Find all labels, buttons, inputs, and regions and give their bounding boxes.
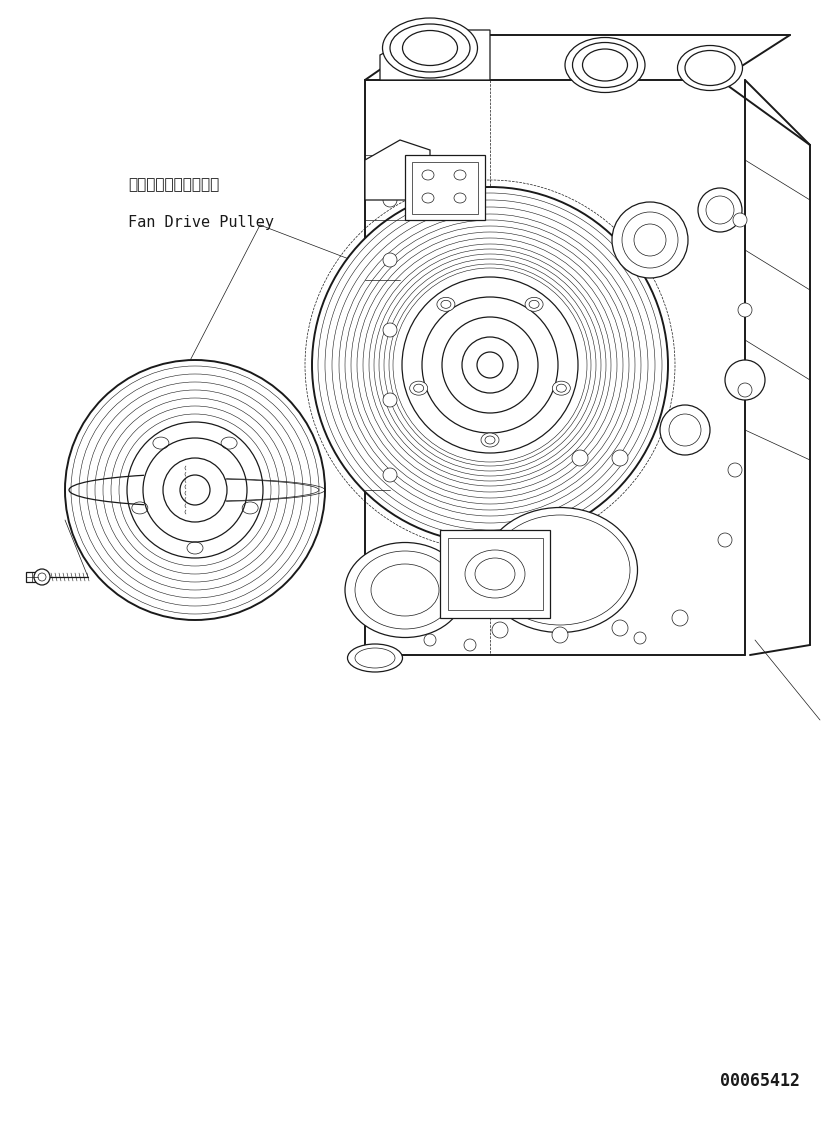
Circle shape <box>738 383 752 397</box>
Bar <box>448 538 543 610</box>
Ellipse shape <box>483 508 637 633</box>
Circle shape <box>464 640 476 651</box>
Circle shape <box>383 468 397 482</box>
Ellipse shape <box>348 644 403 672</box>
Circle shape <box>383 193 397 207</box>
Polygon shape <box>365 140 430 200</box>
Ellipse shape <box>383 18 478 78</box>
Circle shape <box>34 569 50 584</box>
Ellipse shape <box>437 298 455 311</box>
Bar <box>412 162 478 214</box>
Circle shape <box>383 323 397 337</box>
Text: Fan Drive Pulley: Fan Drive Pulley <box>128 215 274 230</box>
Circle shape <box>492 622 508 638</box>
Circle shape <box>728 463 742 477</box>
Bar <box>26 572 38 582</box>
Circle shape <box>725 360 765 400</box>
Circle shape <box>383 393 397 407</box>
Circle shape <box>733 214 747 227</box>
Circle shape <box>698 188 742 232</box>
Circle shape <box>612 620 628 636</box>
Bar <box>440 531 550 618</box>
Circle shape <box>383 253 397 268</box>
Ellipse shape <box>552 381 570 396</box>
Circle shape <box>612 202 688 278</box>
Circle shape <box>312 187 668 543</box>
Circle shape <box>424 634 436 646</box>
Text: ファンドライブプーリ: ファンドライブプーリ <box>128 176 220 192</box>
Ellipse shape <box>409 381 428 396</box>
Circle shape <box>738 303 752 317</box>
Circle shape <box>660 405 710 455</box>
Ellipse shape <box>565 37 645 92</box>
Circle shape <box>552 627 568 643</box>
Circle shape <box>572 450 588 466</box>
Circle shape <box>672 610 688 626</box>
Bar <box>405 155 485 220</box>
Text: 00065412: 00065412 <box>720 1072 800 1090</box>
Ellipse shape <box>677 45 742 91</box>
Ellipse shape <box>481 433 499 447</box>
Circle shape <box>612 450 628 466</box>
Circle shape <box>65 360 325 620</box>
Polygon shape <box>380 30 490 80</box>
Ellipse shape <box>345 543 465 637</box>
Ellipse shape <box>525 298 543 311</box>
Circle shape <box>718 533 732 547</box>
Circle shape <box>634 632 646 644</box>
